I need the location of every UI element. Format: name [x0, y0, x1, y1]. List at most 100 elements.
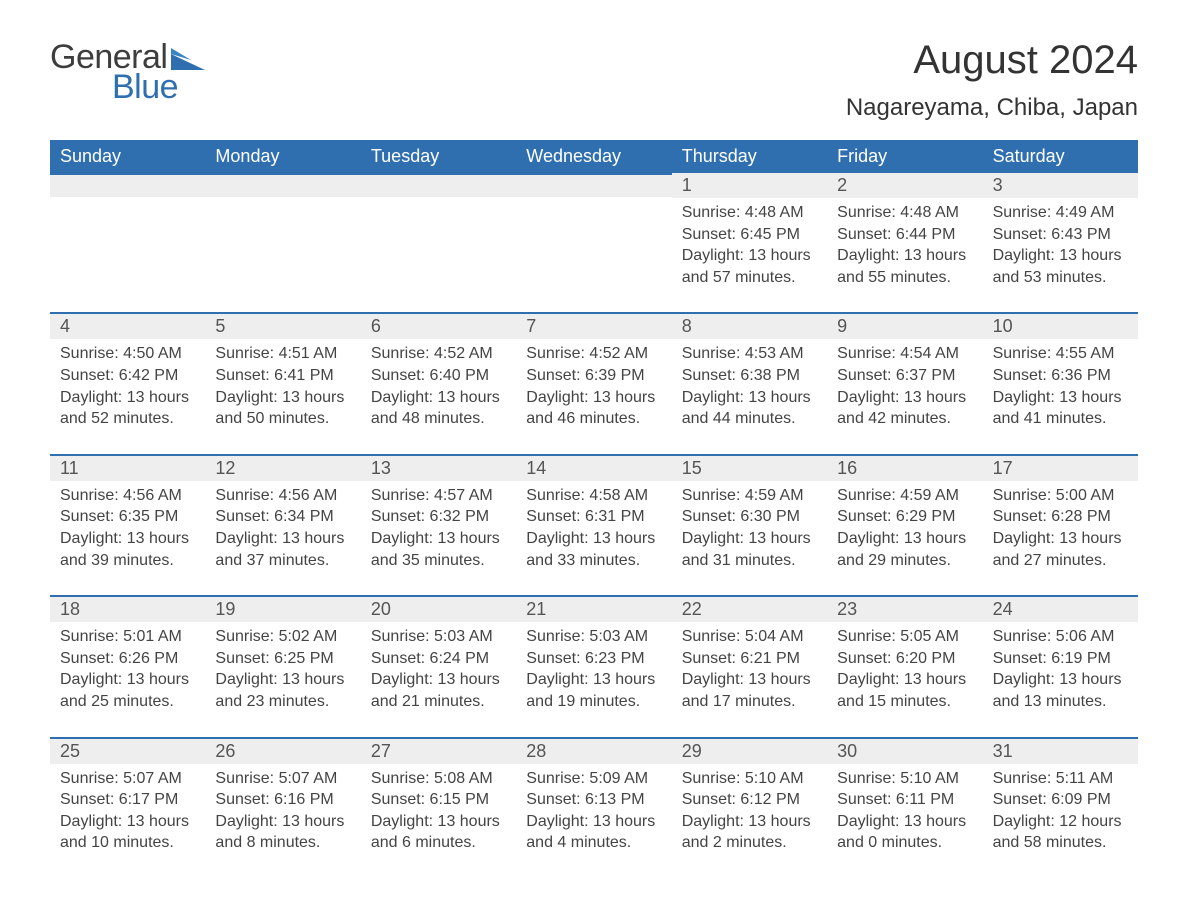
- day-number: 19: [205, 595, 360, 622]
- calendar-cell: 14Sunrise: 4:58 AMSunset: 6:31 PMDayligh…: [516, 454, 671, 595]
- day-number: 31: [983, 737, 1138, 764]
- daylight-text: Daylight: 13 hours and 52 minutes.: [60, 387, 195, 430]
- day-number: 25: [50, 737, 205, 764]
- daylight-text: Daylight: 13 hours and 35 minutes.: [371, 528, 506, 571]
- sunrise-text: Sunrise: 4:51 AM: [215, 343, 350, 365]
- sunset-text: Sunset: 6:26 PM: [60, 648, 195, 670]
- daylight-text: Daylight: 13 hours and 0 minutes.: [837, 811, 972, 854]
- sunset-text: Sunset: 6:31 PM: [526, 506, 661, 528]
- calendar-cell: 17Sunrise: 5:00 AMSunset: 6:28 PMDayligh…: [983, 454, 1138, 595]
- daylight-text: Daylight: 13 hours and 33 minutes.: [526, 528, 661, 571]
- daylight-text: Daylight: 13 hours and 42 minutes.: [837, 387, 972, 430]
- daylight-text: Daylight: 13 hours and 50 minutes.: [215, 387, 350, 430]
- sunset-text: Sunset: 6:12 PM: [682, 789, 817, 811]
- day-info: Sunrise: 5:07 AMSunset: 6:16 PMDaylight:…: [215, 768, 350, 854]
- sunrise-text: Sunrise: 5:02 AM: [215, 626, 350, 648]
- sunset-text: Sunset: 6:30 PM: [682, 506, 817, 528]
- day-number: 3: [983, 173, 1138, 198]
- daylight-text: Daylight: 13 hours and 29 minutes.: [837, 528, 972, 571]
- sunrise-text: Sunrise: 4:53 AM: [682, 343, 817, 365]
- day-info: Sunrise: 4:55 AMSunset: 6:36 PMDaylight:…: [993, 343, 1128, 429]
- day-info: Sunrise: 5:02 AMSunset: 6:25 PMDaylight:…: [215, 626, 350, 712]
- sunrise-text: Sunrise: 4:49 AM: [993, 202, 1128, 224]
- calendar-cell: 11 Sunrise: 4:56 AMSunset: 6:35 PMDayligh…: [50, 454, 205, 595]
- day-number: 28: [516, 737, 671, 764]
- calendar-cell: 23 Sunrise: 5:05 AMSunset: 6:20 PMDayligh…: [827, 595, 982, 736]
- day-number: 13: [361, 454, 516, 481]
- day-number: 2: [827, 173, 982, 198]
- day-info: Sunrise: 4:53 AMSunset: 6:38 PMDaylight:…: [682, 343, 817, 429]
- sunset-text: Sunset: 6:19 PM: [993, 648, 1128, 670]
- sunrise-text: Sunrise: 5:07 AM: [215, 768, 350, 790]
- day-number: 11: [50, 454, 205, 481]
- day-number: 24: [983, 595, 1138, 622]
- sunset-text: Sunset: 6:38 PM: [682, 365, 817, 387]
- day-info: Sunrise: 4:52 AMSunset: 6:40 PMDaylight:…: [371, 343, 506, 429]
- daylight-text: Daylight: 13 hours and 25 minutes.: [60, 669, 195, 712]
- sunset-text: Sunset: 6:34 PM: [215, 506, 350, 528]
- sunrise-text: Sunrise: 4:59 AM: [837, 485, 972, 507]
- daylight-text: Daylight: 13 hours and 21 minutes.: [371, 669, 506, 712]
- day-info: Sunrise: 4:48 AMSunset: 6:44 PMDaylight:…: [837, 202, 972, 288]
- calendar-cell: 5Sunrise: 4:51 AMSunset: 6:41 PMDaylight…: [205, 312, 360, 453]
- daylight-text: Daylight: 13 hours and 41 minutes.: [993, 387, 1128, 430]
- day-number: 20: [361, 595, 516, 622]
- sunrise-text: Sunrise: 5:11 AM: [993, 768, 1128, 790]
- calendar-cell: 15Sunrise: 4:59 AMSunset: 6:30 PMDayligh…: [672, 454, 827, 595]
- sunset-text: Sunset: 6:28 PM: [993, 506, 1128, 528]
- calendar-cell: 29Sunrise: 5:10 AMSunset: 6:12 PMDayligh…: [672, 737, 827, 878]
- day-info: Sunrise: 5:03 AMSunset: 6:24 PMDaylight:…: [371, 626, 506, 712]
- sunset-text: Sunset: 6:32 PM: [371, 506, 506, 528]
- daylight-text: Daylight: 13 hours and 55 minutes.: [837, 245, 972, 288]
- calendar-cell: 2 Sunrise: 4:48 AMSunset: 6:44 PMDaylight…: [827, 173, 982, 312]
- day-number: 30: [827, 737, 982, 764]
- day-info: Sunrise: 4:56 AMSunset: 6:35 PMDaylight:…: [60, 485, 195, 571]
- logo-text-blue: Blue: [112, 70, 205, 104]
- calendar-cell: 10Sunrise: 4:55 AMSunset: 6:36 PMDayligh…: [983, 312, 1138, 453]
- sunset-text: Sunset: 6:17 PM: [60, 789, 195, 811]
- weekday-header: Tuesday: [361, 140, 516, 173]
- day-info: Sunrise: 4:52 AMSunset: 6:39 PMDaylight:…: [526, 343, 661, 429]
- day-number: [50, 173, 205, 197]
- calendar-cell: 19 Sunrise: 5:02 AMSunset: 6:25 PMDayligh…: [205, 595, 360, 736]
- calendar-cell: 13Sunrise: 4:57 AMSunset: 6:32 PMDayligh…: [361, 454, 516, 595]
- sunset-text: Sunset: 6:39 PM: [526, 365, 661, 387]
- sunset-text: Sunset: 6:44 PM: [837, 224, 972, 246]
- sunrise-text: Sunrise: 4:55 AM: [993, 343, 1128, 365]
- calendar-cell: 9 Sunrise: 4:54 AMSunset: 6:37 PMDaylight…: [827, 312, 982, 453]
- weekday-header: Sunday: [50, 140, 205, 173]
- day-number: 5: [205, 312, 360, 339]
- day-number: [516, 173, 671, 197]
- sunset-text: Sunset: 6:23 PM: [526, 648, 661, 670]
- sunset-text: Sunset: 6:11 PM: [837, 789, 972, 811]
- day-number: [361, 173, 516, 197]
- calendar-grid: SundayMondayTuesdayWednesdayThursdayFrid…: [50, 140, 1138, 878]
- calendar-cell: 6Sunrise: 4:52 AMSunset: 6:40 PMDaylight…: [361, 312, 516, 453]
- day-number: 9: [827, 312, 982, 339]
- calendar-cell: 4Sunrise: 4:50 AMSunset: 6:42 PMDaylight…: [50, 312, 205, 453]
- day-number: 1: [672, 173, 827, 198]
- day-number: 23: [827, 595, 982, 622]
- sunset-text: Sunset: 6:35 PM: [60, 506, 195, 528]
- sunrise-text: Sunrise: 4:52 AM: [371, 343, 506, 365]
- weekday-header: Wednesday: [516, 140, 671, 173]
- day-number: 17: [983, 454, 1138, 481]
- sunrise-text: Sunrise: 4:48 AM: [682, 202, 817, 224]
- sunset-text: Sunset: 6:45 PM: [682, 224, 817, 246]
- day-number: 27: [361, 737, 516, 764]
- calendar-cell: [361, 173, 516, 312]
- day-number: 18: [50, 595, 205, 622]
- sunset-text: Sunset: 6:40 PM: [371, 365, 506, 387]
- sunrise-text: Sunrise: 4:56 AM: [60, 485, 195, 507]
- daylight-text: Daylight: 13 hours and 27 minutes.: [993, 528, 1128, 571]
- sunrise-text: Sunrise: 5:05 AM: [837, 626, 972, 648]
- sunrise-text: Sunrise: 5:03 AM: [526, 626, 661, 648]
- day-info: Sunrise: 4:54 AMSunset: 6:37 PMDaylight:…: [837, 343, 972, 429]
- sunset-text: Sunset: 6:43 PM: [993, 224, 1128, 246]
- day-number: 4: [50, 312, 205, 339]
- day-info: Sunrise: 5:05 AMSunset: 6:20 PMDaylight:…: [837, 626, 972, 712]
- day-info: Sunrise: 5:10 AMSunset: 6:12 PMDaylight:…: [682, 768, 817, 854]
- sunset-text: Sunset: 6:37 PM: [837, 365, 972, 387]
- sunrise-text: Sunrise: 4:56 AM: [215, 485, 350, 507]
- calendar-cell: 28Sunrise: 5:09 AMSunset: 6:13 PMDayligh…: [516, 737, 671, 878]
